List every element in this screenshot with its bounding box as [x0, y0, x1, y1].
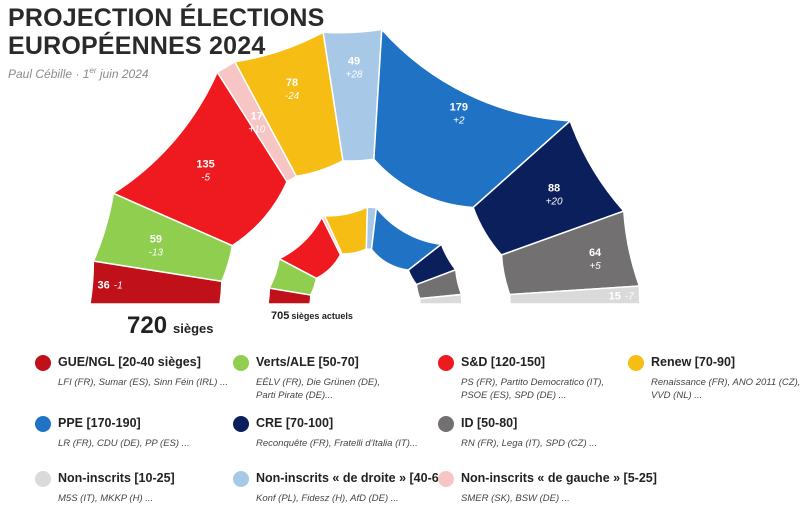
seat-change-label: -13 — [149, 248, 164, 259]
total-seats-number: 720 — [127, 312, 168, 339]
current-seats: 705 sièges actuels — [271, 310, 353, 322]
title-line-2: EUROPÉENNES 2024 — [8, 32, 266, 60]
current-seats-label: sièges actuels — [291, 311, 353, 321]
seat-count-label: 17 — [251, 110, 263, 122]
seat-change-label: -5 — [201, 172, 210, 183]
page-title: PROJECTION ÉLECTIONS EUROPÉENNES 2024 — [8, 4, 325, 60]
total-seats-label: sièges — [173, 321, 214, 336]
seat-change-label: +28 — [346, 69, 363, 80]
current-seat-segment — [418, 293, 463, 305]
seat-count-label: 78 — [286, 77, 298, 89]
seat-change-label: +10 — [248, 124, 265, 135]
seat-count-label: 49 — [348, 55, 360, 67]
current-seats-ring — [267, 205, 463, 305]
seat-change-label: +20 — [546, 197, 563, 208]
seat-change-label: -7 — [625, 291, 634, 302]
seat-count-label: 135 — [196, 158, 214, 170]
seat-count-label: 179 — [450, 102, 468, 114]
seat-change-label: +2 — [453, 116, 465, 127]
byline-date-sup: er — [89, 66, 97, 75]
seat-count-label: 59 — [150, 234, 162, 246]
title-line-1: PROJECTION ÉLECTIONS — [8, 4, 325, 32]
projected-seat-labels: 36 -1 59 -13 135 -5 17 +10 78 -24 49 +28 179 +2 88 +20 6… — [98, 55, 635, 302]
total-seats: 720 sièges — [127, 312, 214, 340]
seat-count-label: 88 — [548, 183, 560, 195]
projected-seat-segment — [508, 285, 641, 305]
seat-change-label: -24 — [285, 91, 300, 102]
byline-author: Paul Cébille · 1 — [8, 67, 90, 81]
current-seats-number: 705 — [271, 310, 290, 322]
seat-count-label: 15 — [609, 290, 621, 302]
seat-count-label: 36 — [98, 279, 110, 291]
byline-date: juin 2024 — [96, 67, 149, 81]
seat-count-label: 64 — [589, 247, 602, 259]
seat-change-label: -1 — [114, 280, 123, 291]
byline: Paul Cébille · 1er juin 2024 — [8, 66, 149, 81]
seat-change-label: +5 — [589, 261, 601, 272]
projected-seats-ring — [89, 27, 641, 305]
